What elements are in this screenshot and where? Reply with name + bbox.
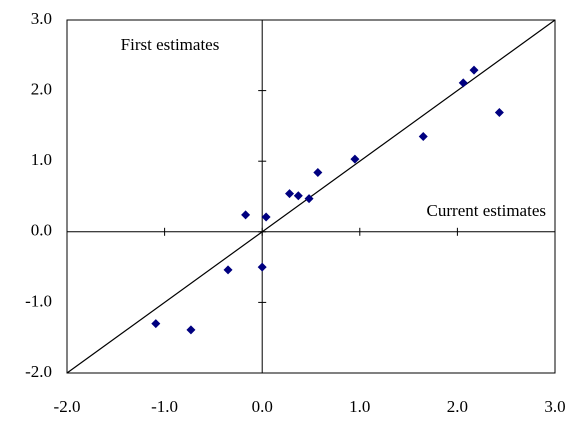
point xyxy=(261,212,271,222)
point xyxy=(469,65,479,75)
point xyxy=(223,265,233,275)
point xyxy=(458,78,468,88)
x-tick-label: 1.0 xyxy=(349,397,370,416)
point xyxy=(304,194,314,204)
point xyxy=(186,325,196,335)
point xyxy=(285,189,295,199)
x-tick-label: -1.0 xyxy=(151,397,178,416)
point xyxy=(293,191,303,201)
point xyxy=(313,167,323,177)
y-tick-label: 0.0 xyxy=(31,221,52,240)
x-tick-label: 0.0 xyxy=(252,397,273,416)
annotation: First estimates xyxy=(121,35,220,54)
point xyxy=(350,154,360,164)
y-tick-label: 3.0 xyxy=(31,9,52,28)
point xyxy=(151,319,161,329)
y-tick-label: -2.0 xyxy=(25,362,52,381)
point xyxy=(241,210,251,220)
x-tick-label: 3.0 xyxy=(544,397,565,416)
y-tick-label: 1.0 xyxy=(31,150,52,169)
plot-frame xyxy=(66,19,556,374)
annotation: Current estimates xyxy=(427,201,546,220)
point xyxy=(418,131,428,141)
point xyxy=(257,262,267,272)
y-tick-label: -1.0 xyxy=(25,291,52,310)
y-tick-label: 2.0 xyxy=(31,80,52,99)
x-tick-label: -2.0 xyxy=(54,397,81,416)
x-tick-label: 2.0 xyxy=(447,397,468,416)
point xyxy=(494,107,504,117)
